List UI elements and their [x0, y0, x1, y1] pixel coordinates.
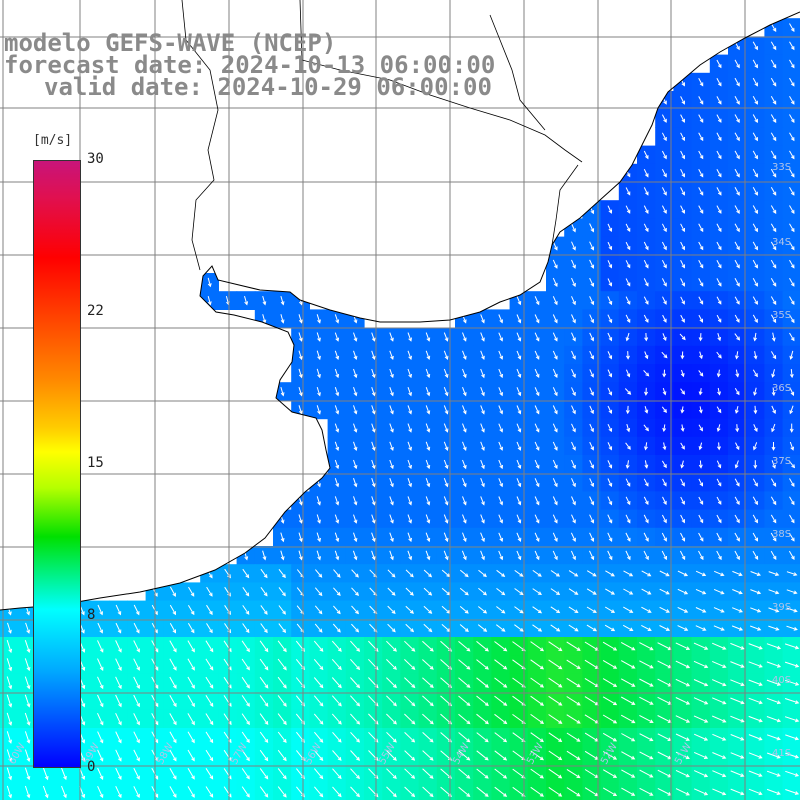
coastline	[0, 11, 800, 611]
valid-date: valid date: 2024-10-29 06:00:00	[44, 73, 492, 101]
lat-label: 35S	[772, 310, 791, 321]
colorbar-tick-8: 8	[87, 607, 96, 623]
colorbar	[33, 160, 81, 768]
land	[0, 0, 800, 610]
lat-label: 41S	[772, 748, 791, 759]
border-line	[181, 0, 219, 271]
colorbar-tick-15: 15	[87, 455, 104, 471]
border-line	[551, 164, 579, 246]
colorbar-unit: [m/s]	[33, 133, 73, 148]
border-line	[299, 0, 583, 163]
lat-label: 39S	[772, 602, 791, 613]
lat-label: 40S	[772, 675, 791, 686]
model-title: modelo GEFS-WAVE (NCEP)	[4, 29, 337, 57]
wind-vectors	[6, 23, 800, 799]
lat-label: 37S	[772, 456, 791, 467]
lat-label: 38S	[772, 529, 791, 540]
forecast-date: forecast date: 2024-10-13 06:00:00	[4, 51, 496, 79]
colorbar-tick-30: 30	[87, 151, 104, 167]
lat-label: 33S	[772, 162, 791, 173]
colorbar-tick-0: 0	[87, 759, 96, 775]
lat-label: 34S	[772, 237, 791, 248]
colorbar-tick-22: 22	[87, 303, 104, 319]
border-line	[489, 14, 546, 131]
lat-label: 36S	[772, 383, 791, 394]
